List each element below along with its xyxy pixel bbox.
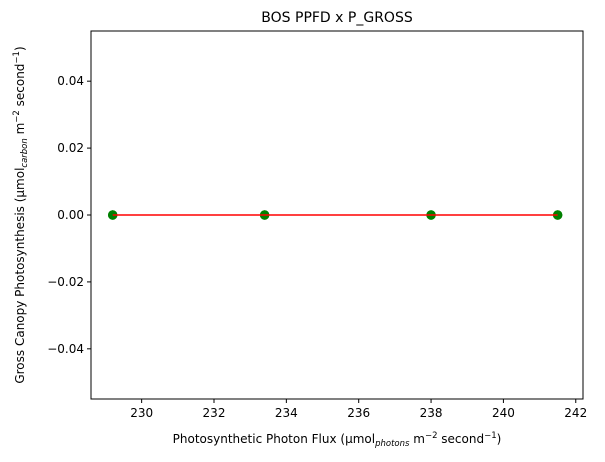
x-axis-label-unit: m <box>409 432 425 446</box>
y-tick-label: −0.04 <box>47 342 84 356</box>
x-axis-label-exp1: −2 <box>425 431 438 441</box>
y-tick-label: −0.02 <box>47 275 84 289</box>
x-axis-label-exp2: −1 <box>484 431 497 441</box>
x-tick-label: 236 <box>347 406 370 420</box>
x-tick-label: 238 <box>420 406 443 420</box>
x-tick-label: 240 <box>492 406 515 420</box>
x-axis-label-subscript: photons <box>374 439 410 449</box>
y-axis-label-unit: m <box>13 123 27 139</box>
x-axis-label-mid: second <box>437 432 484 446</box>
x-axis-label-close: ) <box>497 432 502 446</box>
y-axis-label-close: ) <box>13 46 27 51</box>
y-axis-label-exp1: −2 <box>12 110 22 123</box>
x-tick-label: 232 <box>203 406 226 420</box>
x-tick-label: 230 <box>130 406 153 420</box>
y-axis-label-exp2: −1 <box>12 51 22 64</box>
y-tick-label: 0.02 <box>57 141 84 155</box>
x-tick-label: 234 <box>275 406 298 420</box>
x-tick-label: 242 <box>564 406 587 420</box>
y-axis-label-main: Gross Canopy Photosynthesis (µmol <box>13 168 27 384</box>
y-axis-label-subscript: carbon <box>20 138 30 167</box>
y-axis-label: Gross Canopy Photosynthesis (µmolcarbon … <box>12 46 30 383</box>
x-axis-label: Photosynthetic Photon Flux (µmolphotons … <box>173 431 502 449</box>
y-tick-label: 0.04 <box>57 74 84 88</box>
y-axis-label-mid: second <box>13 64 27 111</box>
x-axis-label-main: Photosynthetic Photon Flux (µmol <box>173 432 375 446</box>
y-tick-label: 0.00 <box>57 208 84 222</box>
chart-title: BOS PPFD x P_GROSS <box>261 10 413 26</box>
